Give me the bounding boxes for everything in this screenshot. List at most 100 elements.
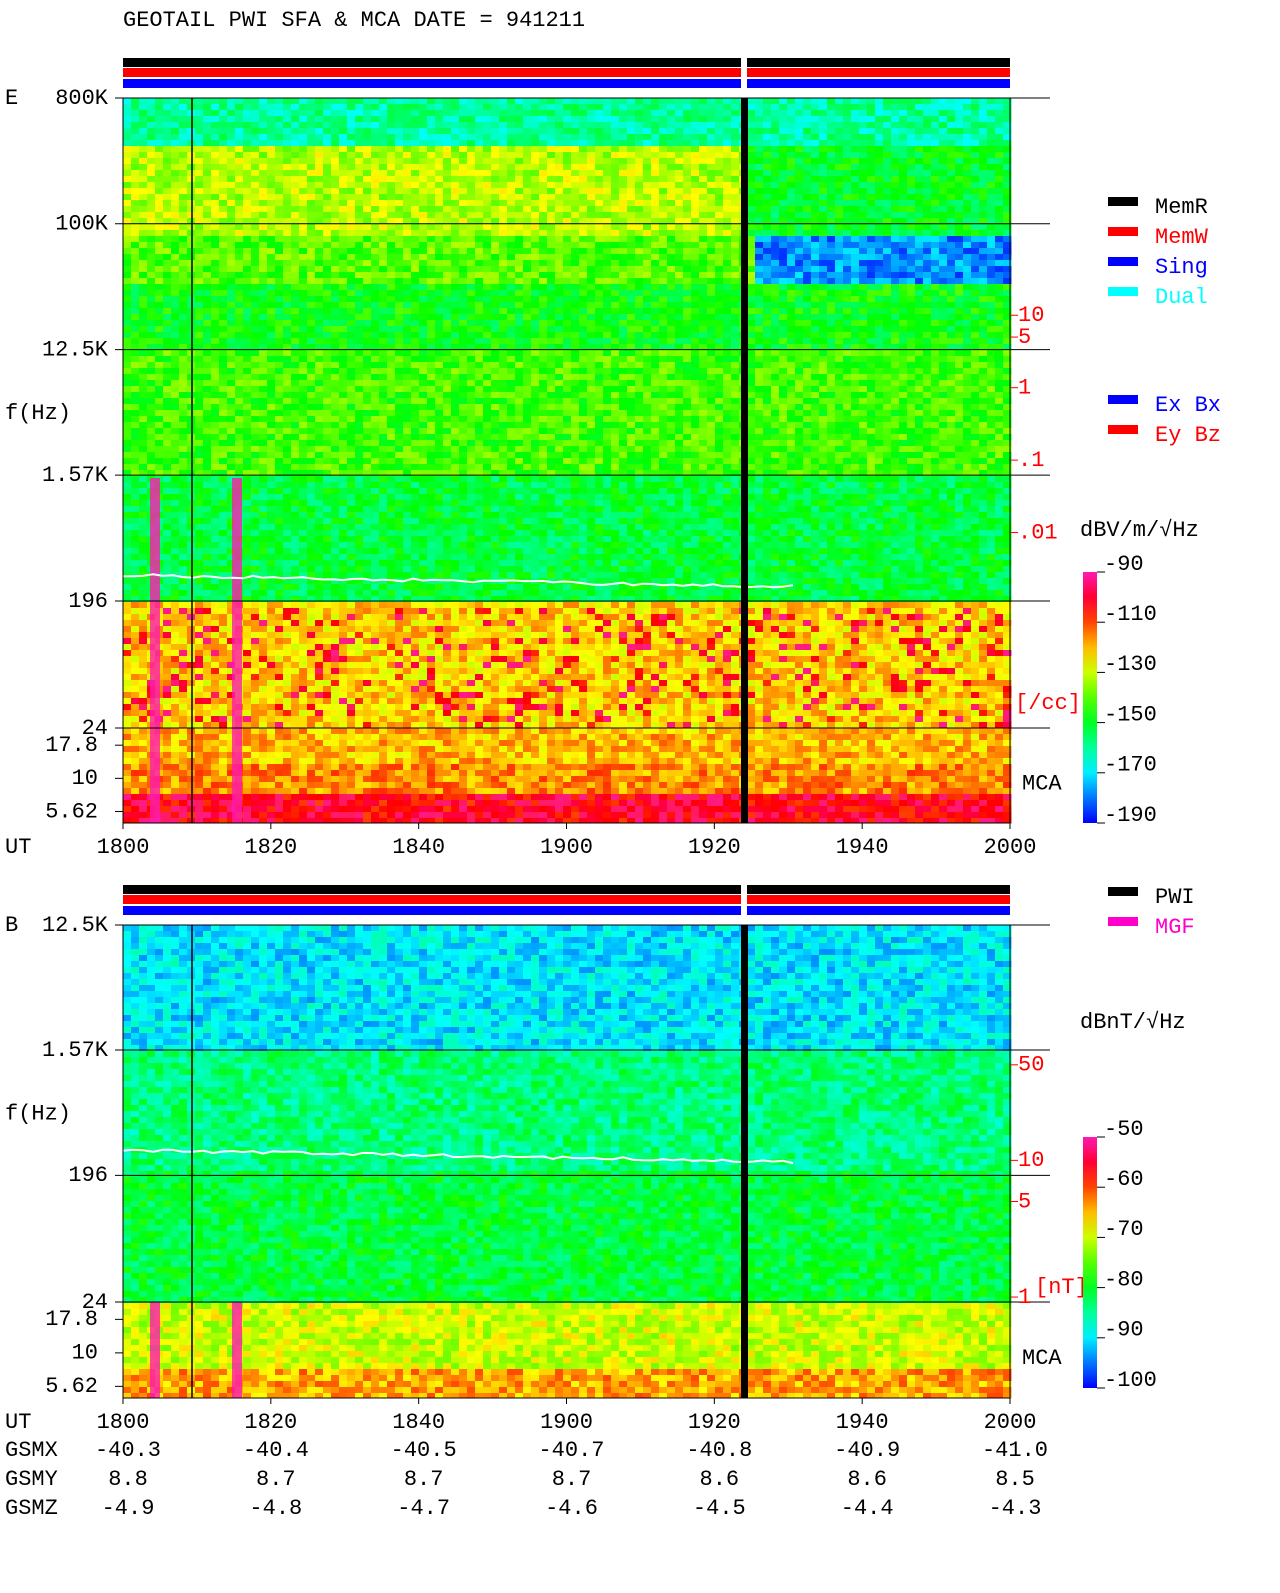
spectrogram-cell	[259, 128, 268, 135]
spectrogram-cell	[659, 104, 668, 111]
spectrogram-cell	[795, 152, 804, 159]
spectrogram-cell	[451, 98, 460, 105]
spectrogram-cell	[339, 146, 348, 153]
spectrogram-cell	[971, 152, 980, 159]
spectrogram-cell	[227, 98, 236, 105]
spectrogram-cell	[275, 128, 284, 135]
spectrogram-cell	[523, 128, 532, 135]
spectrogram-cell	[843, 152, 852, 159]
spectrogram-cell	[859, 128, 868, 135]
spectrogram-cell	[811, 158, 820, 165]
spectrogram-cell	[451, 152, 460, 159]
spectrogram-cell	[987, 110, 996, 117]
status-bar	[123, 58, 1010, 67]
spectrogram-cell	[227, 164, 236, 171]
spectrogram-cell	[771, 98, 780, 105]
spectrogram-cell	[803, 140, 812, 147]
spectrogram-cell	[947, 104, 956, 111]
spectrogram-cell	[635, 152, 644, 159]
spectrogram-cell	[627, 128, 636, 135]
spectrogram-cell	[427, 170, 436, 177]
spectrogram-cell	[659, 110, 668, 117]
spectrogram-cell	[411, 128, 420, 135]
spectrogram-cell	[587, 170, 596, 177]
spectrogram-cell	[763, 146, 772, 153]
spectrogram-cell	[699, 158, 708, 165]
spectrogram-cell	[395, 134, 404, 141]
spectrogram-cell	[571, 146, 580, 153]
spectrogram-cell	[891, 164, 900, 171]
spectrogram-cell	[355, 170, 364, 177]
spectrogram-cell	[515, 128, 524, 135]
spectrogram-cell	[995, 152, 1004, 159]
spectrogram-cell	[219, 122, 228, 129]
spectrogram-cell	[123, 170, 132, 177]
spectrogram-cell	[339, 110, 348, 117]
spectrogram-cell	[275, 116, 284, 123]
spectrogram-cell	[779, 116, 788, 123]
spectrogram-cell	[923, 128, 932, 135]
spectrogram-cell	[747, 152, 756, 159]
spectrogram-cell	[171, 134, 180, 141]
spectrogram-cell	[683, 104, 692, 111]
spectrogram-cell	[315, 122, 324, 129]
spectrogram-cell	[203, 98, 212, 105]
spectrogram-cell	[299, 122, 308, 129]
spectrogram-cell	[163, 134, 172, 141]
spectrogram-cell	[211, 98, 220, 105]
spectrogram-cell	[291, 122, 300, 129]
spectrogram-cell	[579, 164, 588, 171]
spectrogram-cell	[299, 170, 308, 177]
spectrogram-cell	[579, 140, 588, 147]
spectrogram-cell	[443, 128, 452, 135]
spectrogram-cell	[787, 122, 796, 129]
spectrogram-cell	[603, 98, 612, 105]
spectrogram-cell	[283, 152, 292, 159]
spectrogram-cell	[923, 152, 932, 159]
spectrogram-cell	[579, 158, 588, 165]
spectrogram-cell	[219, 152, 228, 159]
spectrogram-cell	[883, 158, 892, 165]
spectrogram-cell	[155, 146, 164, 153]
spectrogram-cell	[427, 110, 436, 117]
spectrogram-cell	[259, 152, 268, 159]
spectrogram-cell	[731, 140, 740, 147]
spectrogram-cell	[779, 98, 788, 105]
spectrogram-cell	[419, 158, 428, 165]
spectrogram-cell	[131, 128, 140, 135]
spectrogram-cell	[235, 122, 244, 129]
spectrogram-cell	[235, 110, 244, 117]
spectrogram-cell	[371, 158, 380, 165]
spectrogram-cell	[347, 116, 356, 123]
spectrogram-cell	[651, 152, 660, 159]
spectrogram-cell	[499, 170, 508, 177]
spectrogram-cell	[227, 146, 236, 153]
spectrogram-cell	[379, 128, 388, 135]
spectrogram-cell	[851, 158, 860, 165]
spectrogram-cell	[907, 98, 916, 105]
spectrogram-cell	[875, 116, 884, 123]
spectrogram-cell	[563, 152, 572, 159]
spectrogram-cell	[891, 146, 900, 153]
spectrogram-cell	[451, 116, 460, 123]
spectrogram-cell	[539, 104, 548, 111]
spectrogram-cell	[691, 122, 700, 129]
spectrogram-cell	[131, 98, 140, 105]
spectrogram-cell	[571, 158, 580, 165]
spectrogram-cell	[467, 98, 476, 105]
spectrogram-cell	[219, 164, 228, 171]
spectrogram-cell	[347, 170, 356, 177]
spectrogram-cell	[267, 98, 276, 105]
spectrogram-cell	[523, 122, 532, 129]
spectrogram-cell	[259, 146, 268, 153]
spectrogram-cell	[363, 134, 372, 141]
spectrogram-cell	[211, 158, 220, 165]
spectrogram-cell	[747, 170, 756, 177]
spectrogram-cell	[523, 116, 532, 123]
spectrogram-cell	[563, 98, 572, 105]
spectrogram-cell	[475, 116, 484, 123]
spectrogram-cell	[475, 146, 484, 153]
spectrogram-cell	[403, 164, 412, 171]
spectrogram-cell	[899, 158, 908, 165]
spectrogram-cell	[443, 134, 452, 141]
